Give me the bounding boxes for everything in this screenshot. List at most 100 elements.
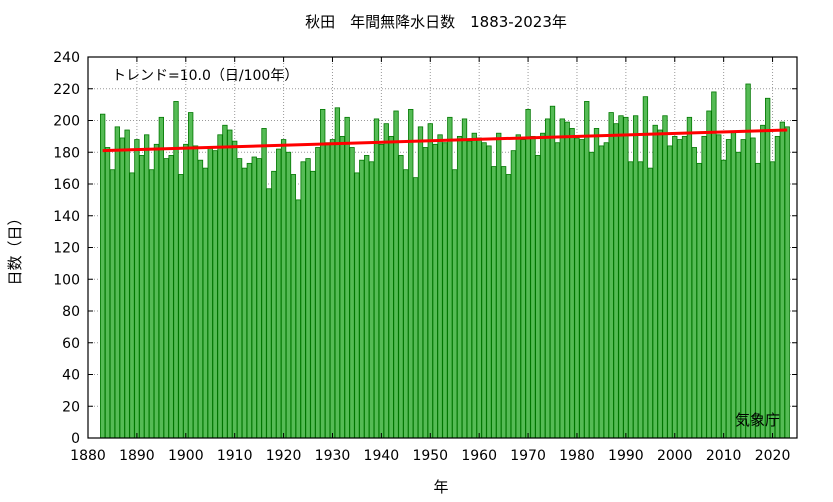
data-bar [564, 121, 570, 439]
y-tick-label: 220 [53, 82, 80, 98]
data-bar [320, 108, 326, 439]
data-bar [417, 126, 424, 439]
data-bar [300, 161, 306, 439]
data-bar [765, 97, 771, 439]
data-bar [324, 142, 331, 439]
data-bar [569, 128, 575, 439]
data-bar [657, 129, 663, 439]
data-bar [388, 135, 394, 439]
x-tick-label: 2000 [657, 448, 693, 464]
data-bar [427, 123, 433, 439]
data-bar [608, 112, 614, 439]
y-tick-label: 160 [53, 177, 80, 193]
data-bar [701, 135, 707, 439]
data-bar [344, 116, 350, 439]
data-bar [574, 137, 580, 439]
data-bar [716, 134, 722, 439]
data-bar [134, 139, 140, 439]
data-bar [246, 162, 253, 439]
data-bar [197, 159, 204, 439]
data-bar [212, 150, 218, 439]
data-bar [500, 166, 507, 439]
y-tick-label: 240 [53, 50, 80, 66]
data-bar [760, 124, 766, 439]
x-tick-label: 1880 [70, 448, 106, 464]
data-bar [104, 147, 111, 439]
data-bar [393, 110, 399, 439]
data-bar [173, 101, 179, 439]
data-bar [662, 115, 668, 439]
data-bar [779, 121, 785, 439]
data-bar [217, 134, 223, 439]
source-label: 気象庁 [735, 411, 780, 429]
data-bar [740, 139, 746, 439]
data-bar [750, 137, 756, 439]
data-bar [559, 118, 565, 439]
y-tick-label: 200 [53, 114, 80, 130]
data-bar [236, 158, 243, 439]
data-bar [647, 167, 653, 439]
data-bar [276, 148, 282, 439]
y-axis-label: 日数（日） [6, 210, 24, 285]
x-tick-label: 1900 [168, 448, 204, 464]
data-bar [486, 145, 492, 439]
data-bar [667, 145, 673, 439]
data-bar [520, 139, 526, 439]
data-bar [378, 143, 385, 439]
trend-line [102, 128, 788, 153]
data-bar [628, 161, 634, 439]
data-bar [461, 118, 468, 439]
x-tick-label: 2020 [755, 448, 791, 464]
y-tick-label: 100 [53, 272, 80, 288]
data-bar [456, 135, 463, 439]
data-bar [769, 161, 776, 439]
data-bar [642, 96, 649, 439]
data-bar [153, 143, 160, 439]
data-bar [271, 170, 277, 439]
data-bar [403, 169, 409, 439]
data-bar [721, 159, 727, 439]
data-bar [334, 107, 341, 439]
data-bar [383, 123, 389, 439]
data-bar [183, 143, 189, 439]
data-bar [491, 166, 497, 439]
data-bar [652, 124, 658, 439]
data-bar [452, 169, 458, 439]
data-bar [579, 139, 585, 439]
data-bar [637, 161, 644, 439]
data-bar [364, 155, 370, 439]
data-bar [588, 151, 595, 439]
data-bar [711, 91, 717, 439]
data-bar [144, 134, 150, 439]
data-bar [735, 151, 741, 439]
data-bar [466, 140, 473, 439]
y-tick-label: 40 [62, 368, 80, 384]
data-bar [109, 169, 116, 439]
y-tick-label: 80 [62, 304, 80, 320]
data-bar [295, 199, 301, 439]
x-tick-label: 2010 [706, 448, 742, 464]
data-bar [755, 162, 761, 439]
data-bar [188, 112, 194, 439]
x-tick-label: 1950 [412, 448, 448, 464]
x-tick-label: 1990 [608, 448, 644, 464]
data-bar [398, 155, 404, 439]
data-bar [168, 155, 174, 439]
data-bar [447, 116, 453, 439]
data-bar [745, 83, 751, 439]
data-bar [227, 129, 233, 439]
data-bar [222, 124, 228, 439]
data-bar [354, 172, 360, 439]
data-bar [730, 131, 737, 439]
data-bar [686, 116, 693, 439]
data-bar [476, 137, 482, 439]
data-bar [368, 161, 375, 439]
x-tick-label: 1940 [364, 448, 400, 464]
data-bar [207, 147, 213, 439]
y-tick-label: 140 [53, 209, 80, 225]
data-bar [549, 105, 556, 439]
data-bar [114, 126, 120, 439]
data-bar [359, 159, 365, 439]
